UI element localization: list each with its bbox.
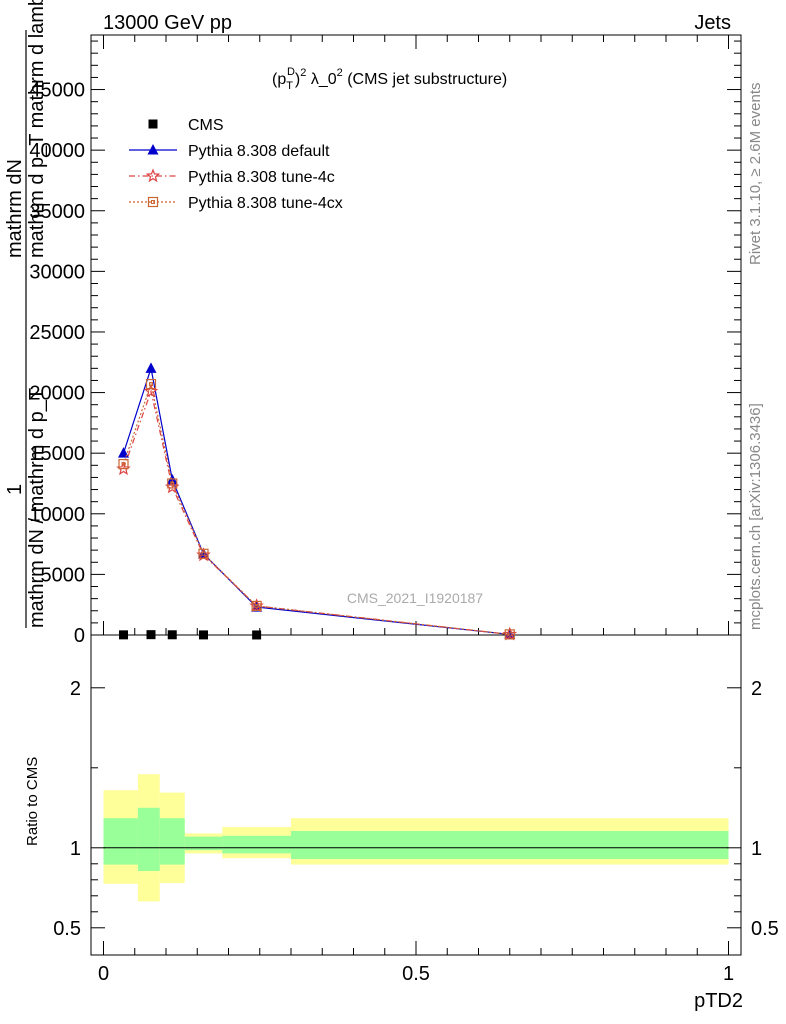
ratio-band-inner-4 [222, 835, 291, 854]
series-3-point-0 [118, 458, 129, 470]
series-line-3 [122, 381, 510, 635]
series-1-point-1 [145, 362, 157, 373]
legend-label-2: Pythia 8.308 tune-4c [188, 169, 335, 186]
series-0-point-1 [146, 630, 156, 640]
main-series [116, 362, 518, 641]
series-3-point-2 [167, 478, 178, 489]
main-ytick-label-1: 5000 [41, 564, 86, 586]
main-ytick-label-7: 35000 [29, 201, 85, 223]
series-3-point-0-inner [121, 462, 126, 467]
series-3-point-4-inner [254, 603, 259, 608]
ratio-xtick-label-1: 0.5 [402, 963, 430, 985]
plot-title-sub: T [286, 80, 293, 92]
legend-marker-0 [148, 119, 158, 129]
series-0-point-2 [167, 630, 177, 640]
series-0-point-4 [252, 630, 262, 640]
ratio-ytick-label-right-2: 2 [751, 678, 762, 700]
rivet-label: Rivet 3.1.10, ≥ 2.6M events [747, 83, 764, 266]
header-energy: 13000 GeV pp [103, 12, 232, 34]
legend-marker-3-inner [151, 200, 155, 204]
legend-marker-1 [147, 144, 159, 155]
ratio-ytick-label-left-0: 0.5 [53, 918, 81, 940]
ratio-band-inner-1 [137, 807, 160, 871]
main-ytick-label-8: 40000 [29, 140, 85, 162]
main-ytick-label-5: 25000 [29, 322, 85, 344]
series-3-point-1-inner [149, 382, 153, 387]
ratio-bands [103, 774, 729, 902]
legend-label-1: Pythia 8.308 default [188, 143, 330, 160]
series-3-point-3-inner [201, 551, 206, 556]
series-3-point-5-inner [507, 632, 512, 637]
main-ytick-label-9: 45000 [29, 80, 85, 102]
ratio-band-inner-0 [103, 818, 138, 865]
series-2-point-1 [143, 383, 159, 398]
series-0-point-3 [199, 630, 208, 640]
plot-title-sup: D [287, 66, 295, 78]
watermark: CMS_2021_I1920187 [347, 590, 483, 606]
legend: CMS Pythia 8.308 default Pythia 8.308 tune… [129, 117, 343, 212]
series-0-point-0 [119, 630, 128, 640]
series-3-point-5 [504, 629, 515, 640]
y-title-numerator: mathrm dN [4, 159, 26, 258]
ratio-ytick-label-right-1: 1 [751, 838, 762, 860]
series-3-point-1 [145, 378, 157, 390]
plot-title-exp2: 2 [337, 67, 343, 79]
y-title-prefix: mathrm dN / mathrm d p_T [26, 388, 48, 628]
series-3-point-3 [198, 548, 209, 559]
ratio-axes: 0 0.5 1 0.5 0.5 1 1 2 2 [53, 678, 779, 985]
plot-title-tail: λ_0 [306, 71, 336, 88]
series-3 [118, 378, 515, 640]
ratio-band-inner-5 [291, 831, 729, 859]
header-jets: Jets [694, 12, 731, 34]
main-ytick-label-2: 10000 [29, 504, 85, 526]
ratio-ytick-label-left-1: 1 [70, 838, 81, 860]
y-title-one: 1 [4, 484, 26, 495]
legend-label-0: CMS [188, 117, 224, 134]
main-ytick-label-6: 30000 [29, 261, 85, 283]
plot-title-end: (CMS jet substructure) [343, 71, 507, 88]
ratio-plot-frame [90, 634, 742, 956]
main-ytick-label-4: 20000 [29, 383, 85, 405]
plot-title-close: ) [295, 71, 300, 88]
ratio-band-inner-3 [184, 836, 223, 851]
main-ytick-label-0: 0 [74, 625, 85, 647]
ratio-xtick-label-0: 0 [98, 963, 109, 985]
ratio-ytick-label-right-0: 0.5 [751, 918, 779, 940]
main-axes: 0 5000 10000 15000 20000 25000 30000 35000 40000… [29, 35, 741, 647]
x-axis-label: pTD2 [694, 990, 743, 1012]
y-title-denominator: mathrm d p_T mathrm d lambda [26, 0, 48, 258]
legend-marker-2 [145, 168, 161, 183]
legend-label-3: Pythia 8.308 tune-4cx [188, 195, 343, 212]
plot-title: (pTD)2 λ_02 (CMS jet substructure) [272, 66, 507, 92]
main-ytick-label-3: 15000 [29, 443, 85, 465]
ratio-xtick-label-2: 1 [723, 963, 734, 985]
series-0 [119, 630, 262, 640]
mcplots-label: mcplots.cern.ch [arXiv:1306.3436] [747, 403, 764, 630]
ratio-y-label: Ratio to CMS [24, 757, 41, 846]
series-3-point-4 [251, 600, 262, 612]
series-3-point-2-inner [170, 481, 175, 486]
plot-title-exp: 2 [300, 67, 306, 79]
series-line-2 [122, 389, 510, 635]
ratio-band-inner-2 [159, 818, 185, 865]
plot-title-open: (p [272, 71, 286, 88]
legend-marker-3 [147, 196, 159, 208]
ratio-ytick-label-left-2: 2 [70, 678, 81, 700]
main-y-title: mathrm dN mathrm d p_T mathrm d lambda 1… [4, 0, 48, 628]
